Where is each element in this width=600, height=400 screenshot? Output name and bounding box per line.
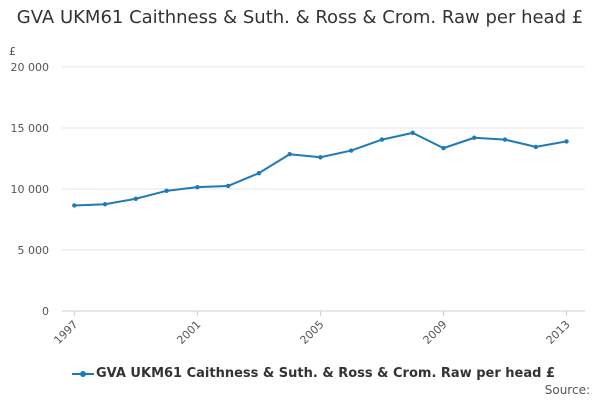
legend-series-label: GVA UKM61 Caithness & Suth. & Ross & Cro… [96, 366, 556, 381]
y-tick-label: 15 000 [11, 122, 50, 135]
x-tick-label: 2005 [298, 318, 327, 347]
data-point [379, 137, 385, 142]
y-tick-label: 10 000 [11, 183, 50, 196]
data-point [533, 144, 538, 150]
y-tick-label: 0 [42, 305, 49, 318]
source-label: Source: [544, 383, 590, 397]
legend[interactable]: GVA UKM61 Caithness & Suth. & Ross & Cro… [72, 366, 555, 381]
data-point [410, 130, 415, 136]
data-point [102, 202, 108, 207]
x-tick-label: 2009 [421, 318, 450, 347]
data-point [564, 139, 569, 144]
data-point [472, 135, 477, 140]
data-point [72, 203, 77, 208]
data-point [441, 145, 446, 151]
data-point [348, 148, 354, 153]
data-point [287, 152, 292, 157]
data-point [256, 170, 262, 176]
chart-title: GVA UKM61 Caithness & Suth. & Ross & Cro… [16, 7, 584, 28]
series-line [74, 131, 567, 207]
data-point [164, 188, 169, 194]
x-tick-label: 1997 [51, 318, 80, 347]
x-tick-label: 2001 [174, 318, 203, 347]
data-point [195, 184, 200, 190]
y-axis-unit-label: £ [9, 45, 16, 58]
data-point [318, 155, 323, 160]
data-point [133, 196, 139, 201]
data-point [225, 183, 231, 189]
y-tick-label: 5 000 [18, 244, 50, 257]
data-point [502, 137, 508, 142]
x-tick-label: 2013 [544, 318, 573, 347]
legend-series-marker [72, 368, 94, 380]
y-tick-label: 20 000 [11, 61, 50, 74]
